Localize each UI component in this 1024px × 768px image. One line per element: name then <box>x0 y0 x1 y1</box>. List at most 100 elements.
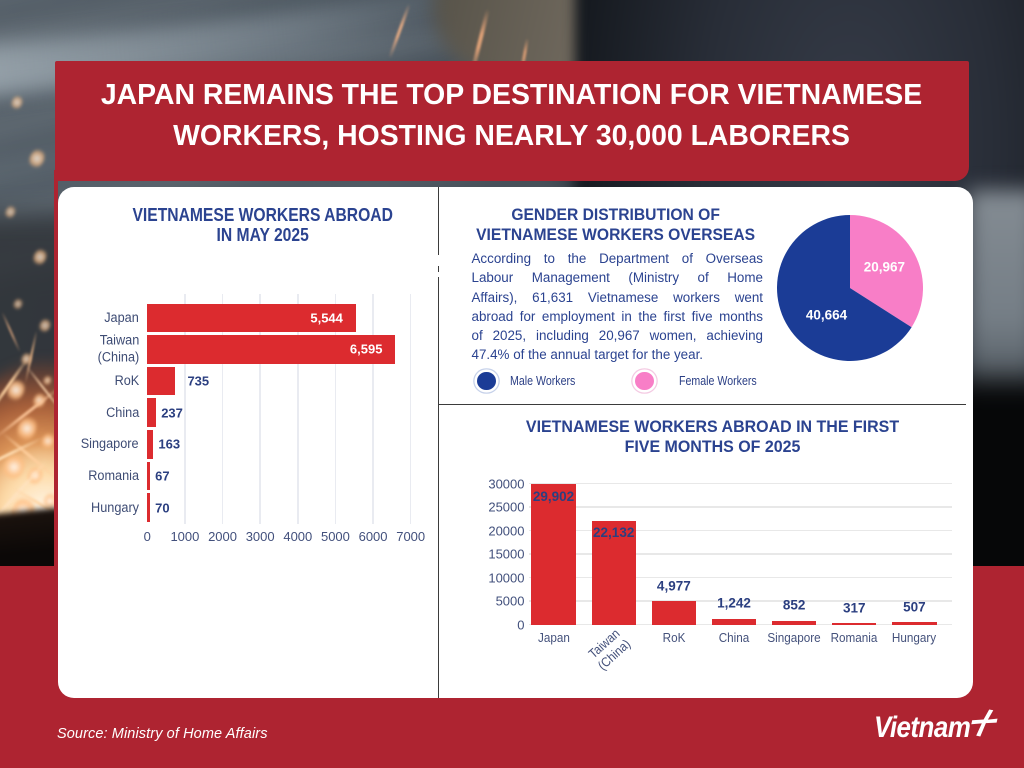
brand-name: Vietnam <box>874 711 971 744</box>
value-label: 163 <box>158 436 181 452</box>
description-line: abroad for employment in the first five … <box>471 308 764 324</box>
value-label: 6,595 <box>349 341 383 357</box>
value-label: 22,132 <box>593 525 635 541</box>
y-gridline <box>528 600 952 602</box>
value-label: 5,544 <box>310 310 343 326</box>
category-label: Hungary <box>91 499 139 515</box>
value-label: 29,902 <box>532 488 575 504</box>
value-label: 852 <box>782 597 806 613</box>
value-label: 70 <box>155 500 170 516</box>
description-line: According to the Department of Overseas <box>471 251 764 266</box>
category-label: Japan <box>104 309 139 325</box>
y-tick-label: 0 <box>517 617 525 633</box>
pie-slice-label: 20,967 <box>863 259 906 275</box>
value-label: 317 <box>842 600 866 616</box>
bar <box>147 430 154 459</box>
value-label: 4,977 <box>656 578 691 594</box>
chart-description: According to the Department of Overseas L… <box>472 249 764 365</box>
x-tick-label: 0 <box>143 528 151 544</box>
y-gridline <box>528 482 952 485</box>
value-label: 735 <box>187 373 210 389</box>
vertical-divider <box>437 187 440 698</box>
x-tick-label: 2000 <box>208 528 237 544</box>
value-label: 1,242 <box>717 595 751 611</box>
left-red-strip <box>54 170 58 570</box>
description-line: of 2025, including 20,967 women, achievi… <box>471 328 764 344</box>
x-gridline <box>372 293 374 524</box>
value-label: 237 <box>161 405 183 421</box>
x-tick-label: 5000 <box>320 528 350 544</box>
brand-logo: Vietnam <box>874 709 998 744</box>
x-tick-label: 7000 <box>396 528 426 544</box>
y-gridline <box>528 623 952 626</box>
category-label: Romania <box>88 467 139 483</box>
title-banner: JAPAN REMAINS THE TOP DESTINATION FOR VI… <box>54 60 969 182</box>
bar <box>711 618 757 625</box>
x-category-label: Japan <box>537 629 570 645</box>
y-gridline <box>528 506 952 508</box>
y-tick-label: 15000 <box>488 546 525 562</box>
y-tick-label: 10000 <box>488 570 525 586</box>
value-label: 507 <box>903 599 926 615</box>
category-label: Singapore <box>81 436 139 452</box>
divider-notch <box>436 255 441 267</box>
x-gridline <box>184 293 186 524</box>
x-category-label: Hungary <box>892 629 937 645</box>
legend-swatch <box>477 371 496 390</box>
x-tick-label: 1000 <box>170 528 200 544</box>
y-gridline <box>528 553 952 555</box>
horizontal-divider <box>437 403 966 406</box>
pie-slice <box>777 214 912 361</box>
legend-label: Female Workers <box>679 373 757 388</box>
x-gridline <box>409 293 412 524</box>
description-line: Labour Management (Ministry of Home <box>471 270 764 286</box>
page-title-text: JAPAN REMAINS THE TOP DESTINATION FOR VI… <box>100 79 923 153</box>
chart-title: GENDER DISTRIBUTION OF VIETNAMESE WORKER… <box>476 204 755 245</box>
legend-swatch <box>635 371 654 390</box>
x-tick-label: 4000 <box>283 528 313 544</box>
pie-chart <box>777 214 923 361</box>
y-tick-label: 20000 <box>488 523 525 539</box>
bar <box>771 620 817 625</box>
x-gridline <box>297 293 299 524</box>
x-category-label: Taiwan (China) <box>585 625 634 673</box>
value-label: 67 <box>155 468 170 484</box>
category-label: China <box>105 404 139 420</box>
description-line: Affairs), 61,631 Vietnamese workers went <box>471 289 764 305</box>
bar <box>147 303 356 333</box>
y-tick-label: 25000 <box>488 499 525 515</box>
x-tick-label: 6000 <box>358 528 388 544</box>
bar <box>651 601 696 625</box>
bar <box>531 484 576 625</box>
legend-label: Male Workers <box>510 373 576 388</box>
bar <box>147 461 151 491</box>
y-tick-label: 30000 <box>488 476 525 492</box>
chart-title: VIETNAMESE WORKERS ABROAD IN MAY 2025 <box>132 204 394 246</box>
x-gridline <box>221 293 224 524</box>
bar <box>147 335 396 364</box>
x-category-label: China <box>718 629 750 645</box>
chart-title: VIETNAMESE WORKERS ABROAD IN THE FIRST F… <box>525 416 899 457</box>
pie-slice <box>850 214 923 327</box>
page-title: JAPAN REMAINS THE TOP DESTINATION FOR VI… <box>55 61 969 182</box>
category-label: Taiwan (China) <box>97 332 139 365</box>
divider-notch <box>436 272 441 277</box>
bar <box>147 493 151 522</box>
bar <box>147 398 157 427</box>
y-gridline <box>528 529 952 532</box>
bar <box>147 366 175 396</box>
bar <box>832 623 877 625</box>
pie-slice-label: 40,664 <box>805 307 848 323</box>
x-category-label: Singapore <box>767 629 821 645</box>
x-category-label: Romania <box>830 629 878 645</box>
y-tick-label: 5000 <box>495 593 525 609</box>
category-label: RoK <box>114 372 139 388</box>
description-line: 47.4% of the annual target for the year. <box>471 347 704 363</box>
bar <box>591 520 636 625</box>
source-note: Source: Ministry of Home Affairs <box>57 726 268 742</box>
x-tick-label: 3000 <box>245 528 275 544</box>
